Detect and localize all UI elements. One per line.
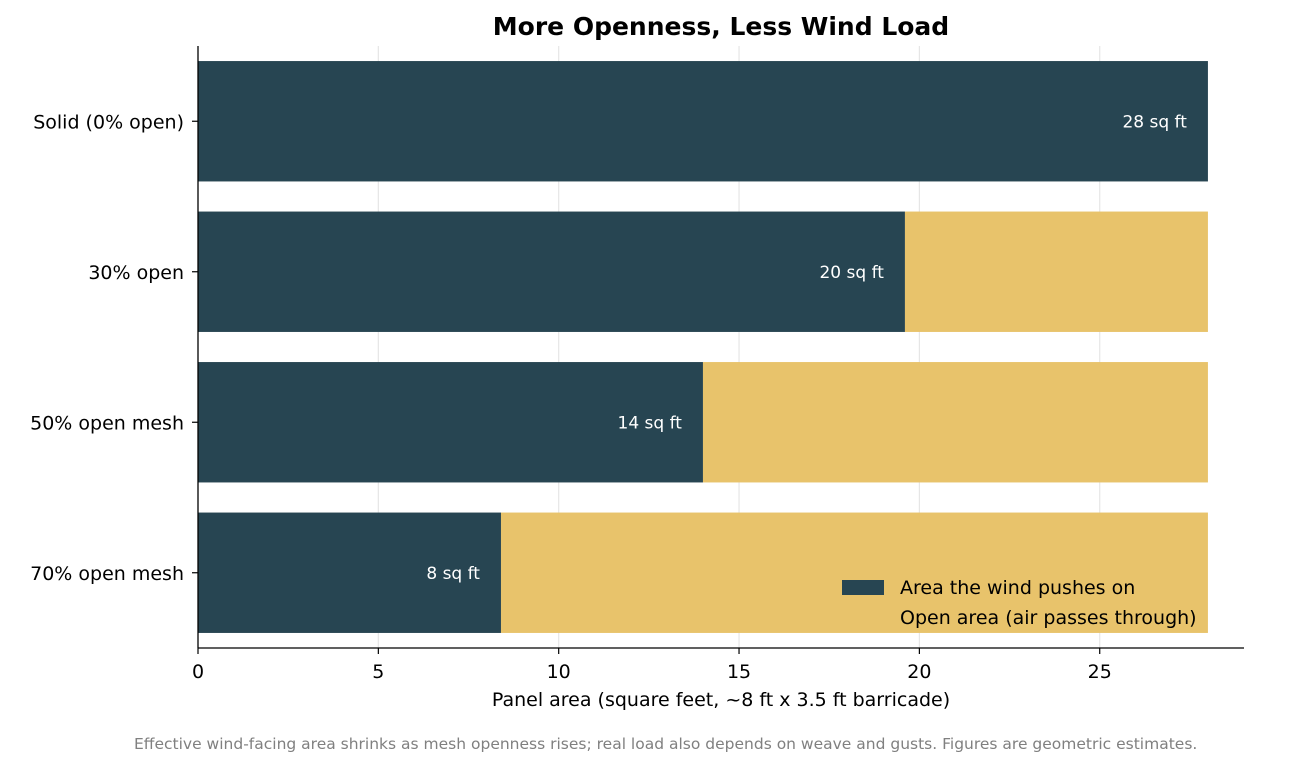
bar-wind-area <box>198 362 703 483</box>
y-tick-label: 30% open <box>88 262 184 284</box>
legend-label: Area the wind pushes on <box>900 577 1135 599</box>
chart-title: More Openness, Less Wind Load <box>493 12 949 41</box>
bars <box>198 61 1208 633</box>
x-tick-label: 20 <box>907 661 931 683</box>
x-ticks: 0 5 10 15 20 25 <box>192 648 1112 683</box>
axes <box>197 46 1244 649</box>
y-tick-label: Solid (0% open) <box>33 111 184 133</box>
bar-data-label: 14 sq ft <box>618 413 683 433</box>
bar-wind-area <box>198 61 1208 182</box>
footnote: Effective wind-facing area shrinks as me… <box>134 735 1198 753</box>
data-labels: 28 sq ft 20 sq ft 14 sq ft 8 sq ft <box>426 112 1187 584</box>
bar-wind-area <box>198 512 501 633</box>
y-tick-label: 70% open mesh <box>30 563 184 585</box>
y-ticks: Solid (0% open) 30% open 50% open mesh 70% … <box>30 111 198 585</box>
bar-open-area <box>904 211 1208 332</box>
bar-data-label: 28 sq ft <box>1122 112 1187 132</box>
y-tick-label: 50% open mesh <box>30 412 184 434</box>
legend-swatch <box>842 610 884 625</box>
bar-wind-area <box>198 211 905 332</box>
legend-label: Open area (air passes through) <box>900 607 1197 629</box>
x-tick-label: 0 <box>192 661 204 683</box>
x-tick-label: 25 <box>1088 661 1112 683</box>
x-tick-label: 15 <box>727 661 751 683</box>
bar-data-label: 20 sq ft <box>819 263 884 283</box>
x-tick-label: 5 <box>372 661 384 683</box>
bar-open-area <box>702 362 1208 483</box>
legend-swatch <box>842 580 884 595</box>
x-axis-label: Panel area (square feet, ~8 ft x 3.5 ft … <box>492 689 950 711</box>
x-tick-label: 10 <box>547 661 571 683</box>
bar-data-label: 8 sq ft <box>426 564 480 584</box>
legend: Area the wind pushes on Open area (air pa… <box>842 577 1197 629</box>
